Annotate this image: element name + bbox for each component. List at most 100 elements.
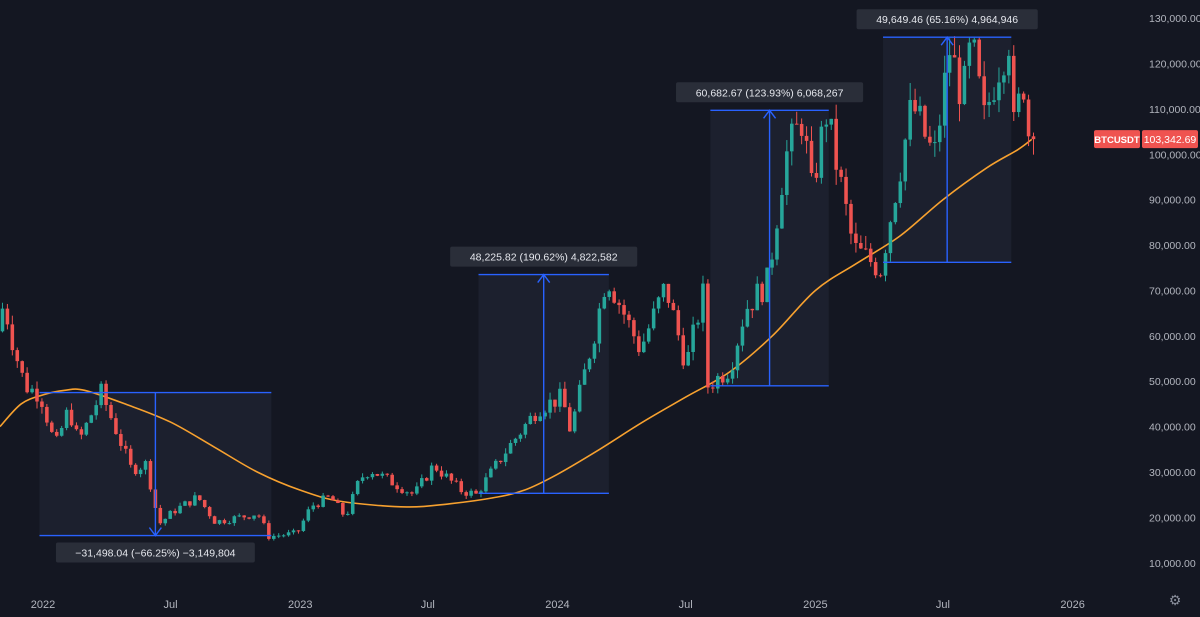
- candle-96: [469, 488, 473, 498]
- candle-body: [459, 481, 464, 493]
- candle-body: [824, 124, 829, 127]
- candle-132: [646, 324, 651, 344]
- candle-body: [597, 308, 602, 344]
- candle-body: [937, 125, 942, 143]
- y-tick-label: 60,000.00: [1149, 331, 1196, 343]
- candle-body: [212, 516, 217, 524]
- candle-4: [15, 347, 20, 368]
- candle-body: [577, 384, 582, 412]
- candle-15: [69, 403, 74, 427]
- x-tick-label: Jul: [936, 599, 950, 611]
- candle-body: [676, 310, 681, 336]
- candle-body: [888, 222, 893, 254]
- candle-147: [720, 372, 725, 386]
- candle-body: [878, 275, 883, 277]
- candle-body: [469, 490, 473, 496]
- candle-body: [311, 505, 316, 510]
- candle-149: [730, 362, 735, 384]
- candle-114: [558, 382, 562, 412]
- candle-5: [20, 360, 24, 377]
- candle-7: [30, 384, 34, 394]
- measure-tool-3[interactable]: 60,682.67 (123.93%) 6,068,267: [676, 82, 864, 387]
- candle-body: [183, 501, 187, 506]
- y-tick-label: 40,000.00: [1149, 422, 1196, 434]
- x-tick-label: 2026: [1060, 599, 1084, 611]
- candle-body: [449, 473, 454, 481]
- candle-body: [94, 405, 98, 416]
- candle-145: [711, 381, 715, 393]
- candle-body: [587, 358, 592, 370]
- candle-209: [1026, 94, 1031, 147]
- time-axis[interactable]: 2022 Jul 2023 Jul 2024 Jul 2025 Jul 2026: [31, 599, 1085, 611]
- candle-38: [183, 500, 187, 506]
- candle-body: [997, 82, 1001, 101]
- candle-body: [405, 492, 409, 494]
- candle-58: [281, 534, 286, 538]
- candle-body: [59, 428, 64, 436]
- candle-body: [474, 490, 478, 494]
- measure-label: −31,498.04 (−66.25%) −3,149,804: [75, 548, 235, 560]
- candle-body: [528, 415, 533, 425]
- candle-body: [859, 243, 863, 249]
- candle-body: [863, 248, 868, 250]
- candle-126: [617, 299, 621, 314]
- candle-62: [301, 518, 306, 533]
- candle-17: [79, 426, 84, 440]
- candle-body: [321, 495, 325, 507]
- chart-settings-icon[interactable]: ⚙: [1168, 593, 1182, 609]
- candle-body: [898, 181, 903, 204]
- candle-172: [844, 168, 848, 216]
- candle-body: [720, 375, 725, 383]
- candle-body: [74, 425, 79, 430]
- candle-16: [74, 422, 79, 431]
- candle-body: [54, 431, 59, 436]
- candle-71: [346, 511, 350, 516]
- candle-body: [715, 375, 720, 389]
- candle-97: [474, 489, 478, 494]
- candle-52: [252, 515, 256, 521]
- candle-194: [952, 36, 957, 58]
- candle-body: [637, 336, 641, 353]
- candle-body: [503, 453, 508, 463]
- candle-49: [237, 513, 242, 518]
- candle-body: [114, 418, 118, 435]
- x-tick-label: Jul: [164, 599, 178, 611]
- candle-112: [548, 392, 552, 419]
- candle-157: [770, 252, 774, 275]
- candle-162: [794, 111, 799, 125]
- measure-tool-1[interactable]: −31,498.04 (−66.25%) −3,149,804: [39, 391, 272, 563]
- candle-body: [242, 515, 246, 518]
- candle-body: [770, 259, 774, 268]
- candle-22: [104, 380, 108, 411]
- candle-66: [321, 492, 325, 508]
- measurement-tools-layer[interactable]: −31,498.04 (−66.25%) −3,149,804 48,225.82…: [39, 9, 1038, 563]
- candle-152: [745, 300, 750, 328]
- measure-tool-2[interactable]: 48,225.82 (190.62%) 4,822,582: [450, 246, 638, 495]
- candle-body: [1016, 93, 1021, 113]
- candle-body: [429, 465, 434, 481]
- candle-body: [464, 492, 468, 496]
- candle-166: [814, 162, 819, 183]
- candle-body: [380, 473, 385, 476]
- candle-27: [128, 445, 133, 468]
- candle-body: [977, 39, 982, 77]
- candle-body: [336, 500, 340, 503]
- candle-181: [888, 220, 893, 262]
- price-axis[interactable]: 130,000.00 120,000.00 110,000.00 100,000.00…: [1149, 13, 1200, 570]
- candle-body: [262, 516, 266, 524]
- candle-127: [622, 299, 626, 324]
- measure-tool-4[interactable]: 49,649.46 (65.16%) 4,964,946: [856, 9, 1038, 264]
- candle-170: [834, 104, 838, 185]
- candle-body: [775, 228, 779, 260]
- x-tick-label: 2023: [288, 599, 312, 611]
- candle-41: [198, 495, 202, 502]
- candle-body: [454, 480, 459, 482]
- candle-178: [873, 257, 878, 279]
- candle-99: [484, 473, 488, 494]
- candle-175: [859, 235, 863, 249]
- candle-26: [124, 440, 128, 454]
- candle-156: [765, 267, 769, 303]
- candle-body: [952, 55, 957, 58]
